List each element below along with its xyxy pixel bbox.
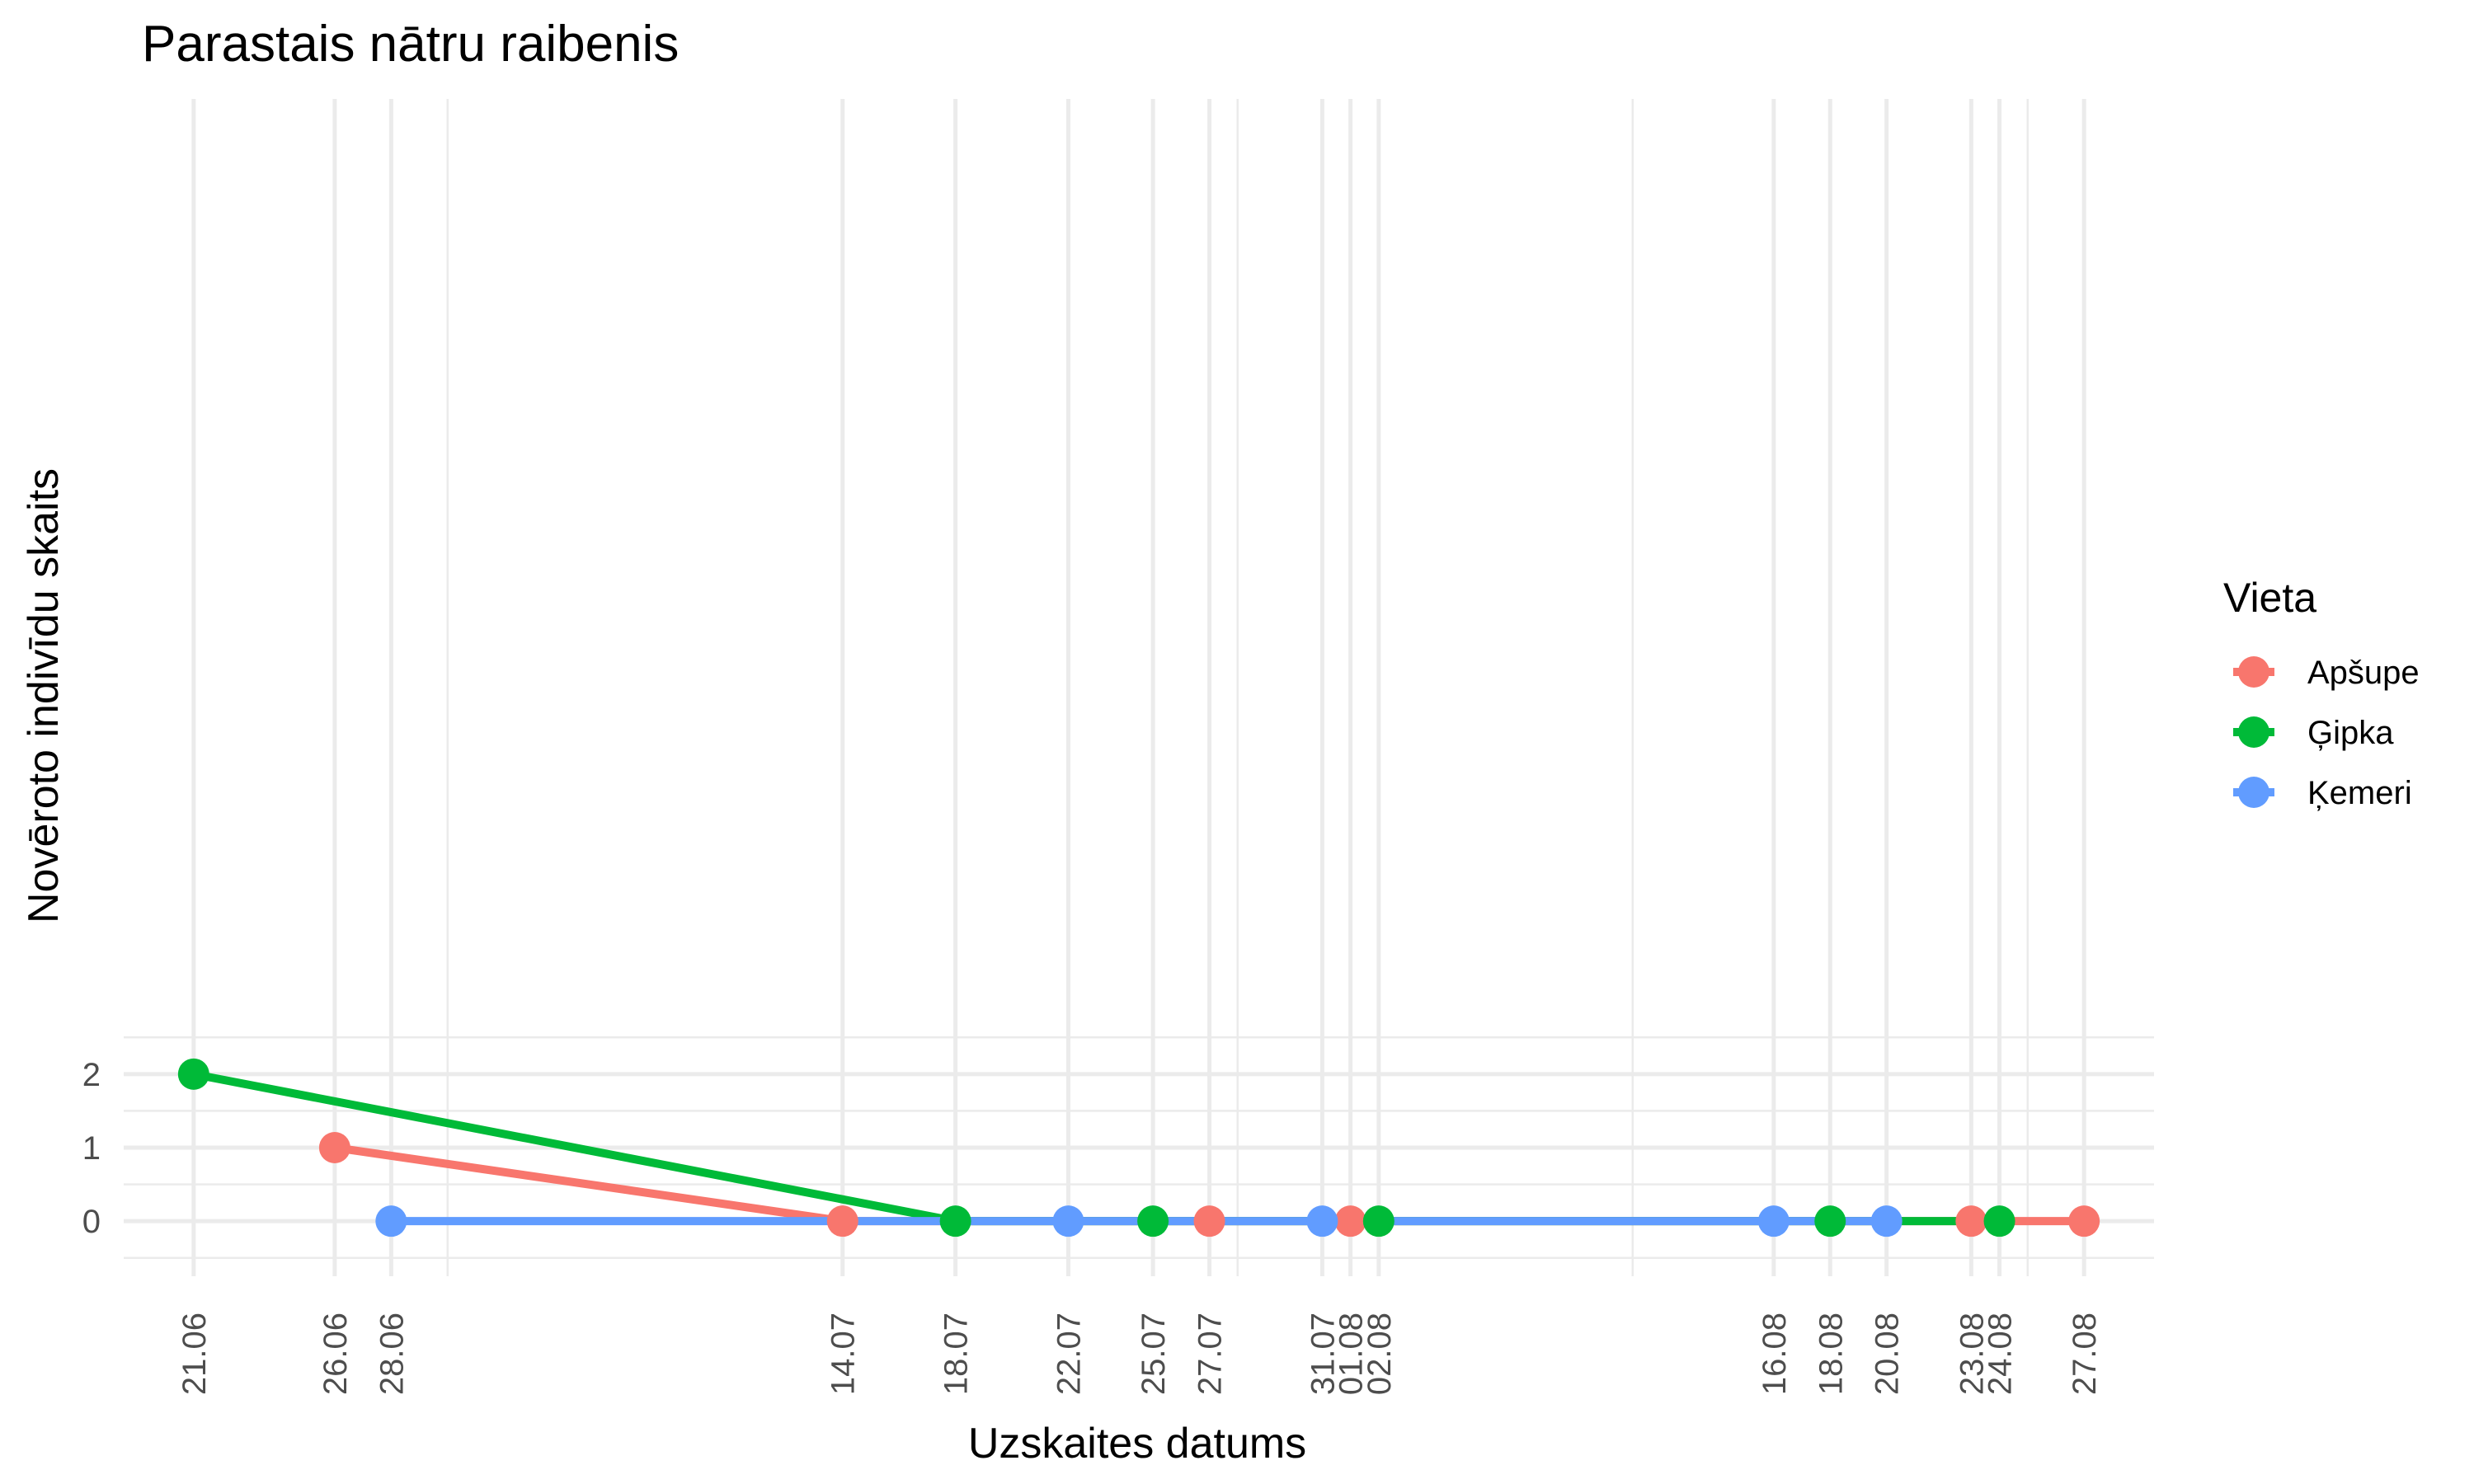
- x-tick-label: 22.07: [1051, 1313, 1087, 1395]
- x-tick-label: 28.06: [374, 1313, 410, 1395]
- x-tick-label: 27.08: [2067, 1313, 2103, 1395]
- y-tick-label: 0: [82, 1204, 101, 1240]
- y-axis-ticks: 0 1 2: [82, 1057, 101, 1240]
- x-axis-ticks: 21.06 26.06 28.06 14.07 18.07 22.07 25.07 27.07…: [176, 1313, 2103, 1395]
- y-tick-label: 2: [82, 1057, 101, 1093]
- data-point: [2068, 1205, 2100, 1237]
- x-tick-label: 18.08: [1813, 1313, 1849, 1395]
- x-tick-label: 14.07: [825, 1313, 862, 1395]
- data-point: [1362, 1205, 1395, 1237]
- legend-marker: [2238, 656, 2269, 688]
- x-tick-label: 27.07: [1192, 1313, 1229, 1395]
- y-tick-label: 1: [82, 1130, 101, 1167]
- grid: [124, 99, 2154, 1276]
- legend-label: Ģipka: [2307, 715, 2394, 751]
- x-tick-label: 24.08: [1982, 1313, 2019, 1395]
- data-point: [1757, 1205, 1790, 1237]
- series-layer: [177, 1058, 2100, 1237]
- data-point: [1983, 1205, 2015, 1237]
- x-tick-label: 25.07: [1136, 1313, 1172, 1395]
- x-tick-label: 26.06: [317, 1313, 354, 1395]
- data-point: [318, 1132, 350, 1163]
- x-tick-label: 02.08: [1362, 1313, 1398, 1395]
- data-point: [1052, 1205, 1084, 1237]
- x-tick-label: 18.07: [938, 1313, 975, 1395]
- data-point: [1306, 1205, 1338, 1237]
- x-tick-label: 20.08: [1870, 1313, 1906, 1395]
- legend-marker: [2238, 777, 2269, 808]
- x-tick-label: 16.08: [1757, 1313, 1793, 1395]
- chart-title: Parastais nātru raibenis: [142, 16, 680, 73]
- legend-title: Vieta: [2223, 575, 2316, 621]
- x-tick-label: 01.08: [1333, 1313, 1370, 1395]
- data-point: [1193, 1205, 1225, 1237]
- data-point: [177, 1058, 209, 1090]
- data-point: [1334, 1205, 1366, 1237]
- legend-marker: [2238, 716, 2269, 748]
- x-tick-label: 31.07: [1305, 1313, 1341, 1395]
- legend-label: Apšupe: [2307, 655, 2420, 691]
- x-tick-label: 23.08: [1954, 1313, 1990, 1395]
- legend-key: [2233, 777, 2274, 808]
- data-point: [1955, 1205, 1987, 1237]
- data-point: [1137, 1205, 1169, 1237]
- legend-label: Ķemeri: [2307, 775, 2412, 811]
- x-tick-label: 21.06: [176, 1313, 213, 1395]
- y-axis-title: Novēroto indivīdu skaits: [20, 468, 68, 923]
- data-point: [375, 1205, 407, 1237]
- data-point: [1814, 1205, 1846, 1237]
- data-point: [1870, 1205, 1903, 1237]
- data-point: [826, 1205, 858, 1237]
- data-point: [939, 1205, 971, 1237]
- x-axis-title: Uzskaites datums: [968, 1420, 1306, 1468]
- legend: Vieta Apšupe Ģipka Ķemeri: [2223, 575, 2420, 811]
- legend-key: [2233, 716, 2274, 748]
- legend-key: [2233, 656, 2274, 688]
